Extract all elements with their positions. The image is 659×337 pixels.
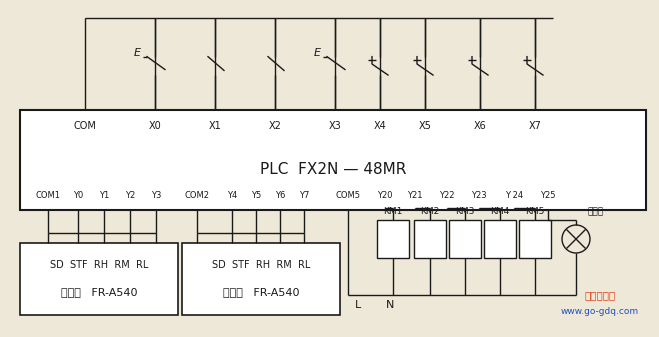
Text: COM2: COM2: [185, 191, 210, 201]
Text: X2: X2: [269, 121, 281, 131]
Text: Y1: Y1: [99, 191, 109, 201]
Text: KM3: KM3: [455, 208, 474, 216]
Text: X5: X5: [418, 121, 432, 131]
Text: Y21: Y21: [407, 191, 423, 201]
Bar: [20, 110, 646, 210]
Text: COM5: COM5: [335, 191, 360, 201]
Text: 报警器: 报警器: [588, 208, 604, 216]
Text: Y0: Y0: [73, 191, 83, 201]
Text: 广电电器网: 广电电器网: [585, 290, 616, 300]
Text: SD  STF  RH  RM  RL: SD STF RH RM RL: [212, 259, 310, 270]
Text: X0: X0: [149, 121, 161, 131]
Text: E: E: [314, 48, 320, 58]
Text: Y20: Y20: [377, 191, 393, 201]
Text: X1: X1: [209, 121, 221, 131]
Text: KM5: KM5: [525, 208, 545, 216]
Text: 变频器   FR-A540: 变频器 FR-A540: [223, 287, 299, 297]
Text: www.go-gdq.com: www.go-gdq.com: [561, 307, 639, 316]
Bar: [182, 243, 340, 315]
Text: KM4: KM4: [490, 208, 509, 216]
Text: Y22: Y22: [440, 191, 455, 201]
Bar: [414, 220, 446, 258]
Text: PLC  FX2N — 48MR: PLC FX2N — 48MR: [260, 162, 406, 178]
Text: KM1: KM1: [384, 208, 403, 216]
Text: X4: X4: [374, 121, 386, 131]
Text: COM: COM: [74, 121, 96, 131]
Text: X6: X6: [474, 121, 486, 131]
Text: Y2: Y2: [125, 191, 135, 201]
Text: SD  STF  RH  RM  RL: SD STF RH RM RL: [50, 259, 148, 270]
Text: X7: X7: [529, 121, 542, 131]
Text: 变频器   FR-A540: 变频器 FR-A540: [61, 287, 137, 297]
Text: Y23: Y23: [471, 191, 487, 201]
Text: E: E: [134, 48, 140, 58]
Text: Y5: Y5: [251, 191, 261, 201]
Text: Y4: Y4: [227, 191, 237, 201]
Text: COM1: COM1: [36, 191, 61, 201]
Text: L: L: [355, 300, 361, 310]
Text: Y7: Y7: [299, 191, 309, 201]
Bar: [519, 220, 551, 258]
Text: Y 24: Y 24: [505, 191, 523, 201]
Text: N: N: [386, 300, 394, 310]
Text: Y25: Y25: [540, 191, 556, 201]
Text: Y3: Y3: [151, 191, 161, 201]
Bar: [377, 220, 409, 258]
Text: KM2: KM2: [420, 208, 440, 216]
Text: X3: X3: [329, 121, 341, 131]
Bar: [449, 220, 481, 258]
Bar: [20, 243, 178, 315]
Bar: [484, 220, 516, 258]
Text: Y6: Y6: [275, 191, 285, 201]
